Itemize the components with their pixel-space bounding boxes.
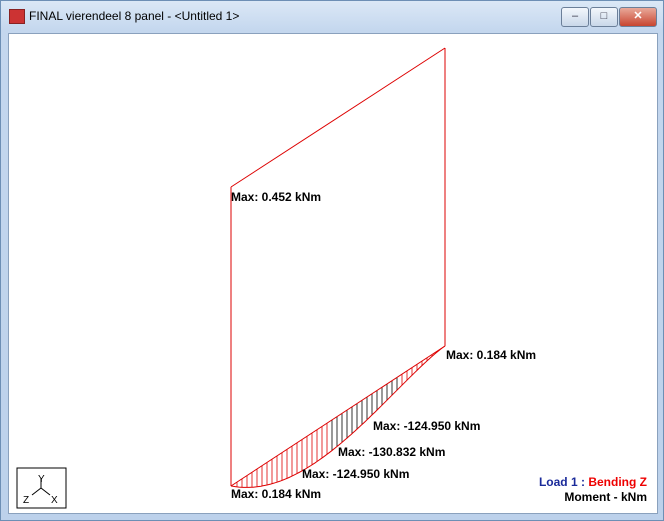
moment-curve [230,345,446,488]
axis-label: Z [23,495,29,506]
axis [31,487,42,496]
max-label: Max: -130.832 kNm [338,445,445,459]
separator: : [581,475,585,489]
member [230,47,446,188]
member [230,345,446,487]
legend: Load 1 : Bending Z [539,475,647,489]
app-icon [9,9,25,24]
drawing: Max: 0.452 kNm Max: 0.184 kNm Max: -124.… [16,47,647,509]
case-name: Bending Z [588,475,647,489]
max-label: Max: -124.950 kNm [302,467,409,481]
units: Moment - kNm [564,490,647,504]
maximize-button[interactable]: □ [590,7,618,27]
max-label: Max: -124.950 kNm [373,419,480,433]
max-label: Max: 0.184 kNm [446,348,536,362]
viewport: Max: 0.452 kNm Max: 0.184 kNm Max: -124.… [8,33,658,514]
axis [40,487,51,496]
max-label: Max: 0.184 kNm [231,487,321,501]
axis-label: Y [38,474,45,485]
axis-label: X [51,495,58,506]
minimize-button[interactable]: – [561,7,589,27]
max-label: Max: 0.452 kNm [231,190,321,204]
close-button[interactable]: ✕ [619,7,657,27]
title-bar: FINAL vierendeel 8 panel - <Untitled 1> … [1,1,663,31]
load-name: Load 1 [539,475,578,489]
window-title: FINAL vierendeel 8 panel - <Untitled 1> [29,9,240,23]
